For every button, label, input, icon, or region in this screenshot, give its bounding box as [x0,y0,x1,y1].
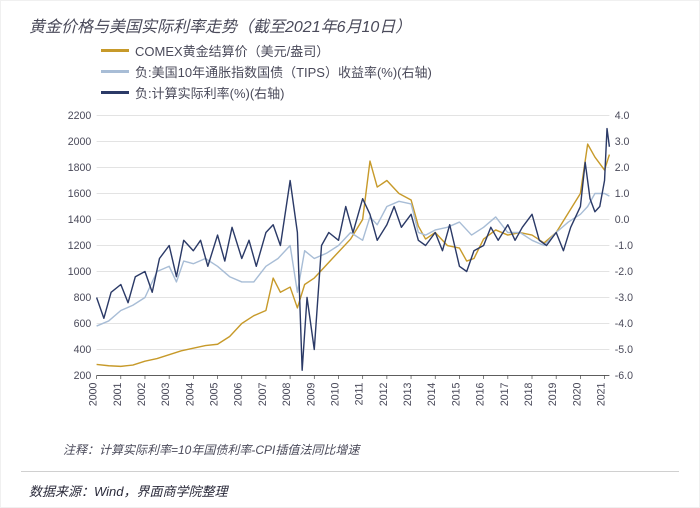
svg-text:1.0: 1.0 [615,188,630,200]
svg-text:1800: 1800 [68,162,92,174]
svg-text:2003: 2003 [160,382,172,406]
svg-text:-1.0: -1.0 [615,240,633,252]
svg-text:2001: 2001 [112,382,124,406]
svg-text:2020: 2020 [571,382,583,406]
svg-text:1600: 1600 [68,188,92,200]
svg-text:2018: 2018 [523,382,535,406]
svg-text:2006: 2006 [233,382,245,406]
legend-swatch [101,70,129,73]
svg-text:2005: 2005 [209,382,221,406]
legend-swatch [101,49,129,52]
chart-svg: 200 400 600 800 1000 1200 1400 1600 1800 2000 2200… [63,97,643,417]
svg-text:2004: 2004 [184,382,196,406]
svg-text:0.0: 0.0 [615,214,630,226]
svg-text:2021: 2021 [596,382,608,406]
svg-text:-6.0: -6.0 [615,370,633,382]
chart-title: 黄金价格与美国实际利率走势（截至2021年6月10日） [29,13,411,37]
svg-text:400: 400 [74,344,92,356]
legend: COMEX黄金结算价（美元/盎司） 负:美国10年通胀指数国债（TIPS）收益率… [101,41,432,104]
divider [21,471,679,472]
svg-text:2009: 2009 [305,382,317,406]
legend-item: 负:美国10年通胀指数国债（TIPS）收益率(%)(右轴) [101,62,432,81]
svg-text:2002: 2002 [136,382,148,406]
svg-text:2017: 2017 [499,382,511,406]
svg-text:2.0: 2.0 [615,162,630,174]
legend-swatch [101,91,129,94]
svg-text:1400: 1400 [68,214,92,226]
footnote: 注释：计算实际利率=10年国债利率-CPI插值法同比增速 [63,441,359,458]
svg-text:3.0: 3.0 [615,136,630,148]
svg-text:2200: 2200 [68,110,92,122]
svg-text:2015: 2015 [450,382,462,406]
svg-text:600: 600 [74,318,92,330]
svg-text:-3.0: -3.0 [615,292,633,304]
svg-text:2011: 2011 [354,382,366,405]
legend-label: 负:美国10年通胀指数国债（TIPS）收益率(%)(右轴) [135,62,432,81]
svg-text:2016: 2016 [475,382,487,406]
svg-text:2000: 2000 [88,382,100,406]
svg-text:2012: 2012 [378,382,390,406]
svg-text:2014: 2014 [426,382,438,406]
svg-text:2000: 2000 [68,136,92,148]
legend-label: COMEX黄金结算价（美元/盎司） [135,41,329,60]
svg-text:1000: 1000 [68,266,92,278]
svg-text:-5.0: -5.0 [615,344,633,356]
svg-text:-4.0: -4.0 [615,318,633,330]
svg-text:200: 200 [74,370,92,382]
svg-text:2019: 2019 [547,382,559,406]
data-source: 数据来源：Wind，界面商学院整理 [29,481,228,500]
svg-text:-2.0: -2.0 [615,266,633,278]
svg-text:2010: 2010 [329,382,341,406]
svg-text:2007: 2007 [257,382,269,406]
svg-text:2013: 2013 [402,382,414,406]
svg-text:2008: 2008 [281,382,293,406]
legend-item: COMEX黄金结算价（美元/盎司） [101,41,432,60]
svg-text:800: 800 [74,292,92,304]
chart-container: 黄金价格与美国实际利率走势（截至2021年6月10日） COMEX黄金结算价（美… [0,0,700,508]
svg-text:1200: 1200 [68,240,92,252]
svg-text:4.0: 4.0 [615,110,630,122]
